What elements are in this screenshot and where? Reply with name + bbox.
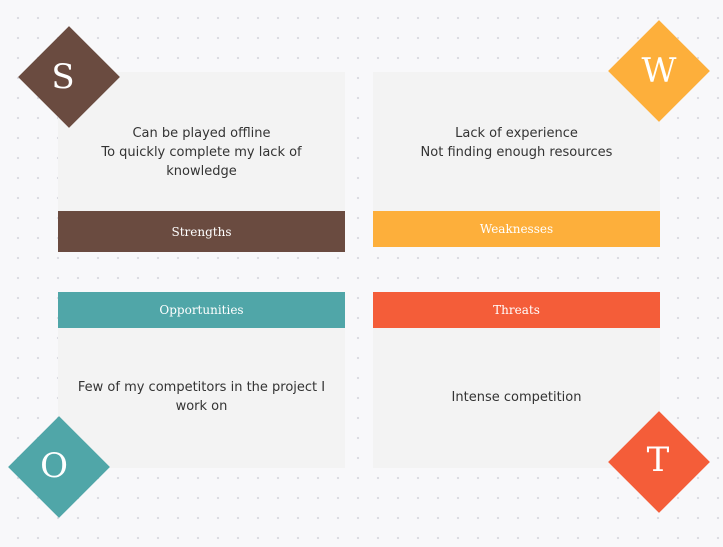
threats-line-1: Intense competition — [451, 390, 582, 405]
strengths-line-2: To quickly complete my lack of knowledge — [101, 145, 302, 179]
weaknesses-line-1: Lack of experience — [455, 126, 578, 141]
opportunities-letter: O — [40, 446, 68, 486]
opportunities-label: Opportunities — [58, 292, 345, 328]
threats-letter: T — [646, 440, 670, 480]
weaknesses-letter: W — [641, 51, 677, 91]
strengths-letter: S — [51, 57, 75, 97]
strengths-label: Strengths — [58, 211, 345, 252]
strengths-text: Can be played offline To quickly complet… — [68, 124, 335, 181]
weaknesses-text: Lack of experience Not finding enough re… — [383, 124, 650, 162]
weaknesses-line-2: Not finding enough resources — [420, 145, 613, 160]
strengths-line-1: Can be played offline — [132, 126, 271, 141]
threats-text: Intense competition — [383, 388, 650, 407]
opportunities-text: Few of my competitors in the project I w… — [68, 378, 335, 416]
weaknesses-label: Weaknesses — [373, 211, 660, 247]
opportunities-line-1: Few of my competitors in the project I w… — [77, 380, 326, 414]
threats-label: Threats — [373, 292, 660, 328]
